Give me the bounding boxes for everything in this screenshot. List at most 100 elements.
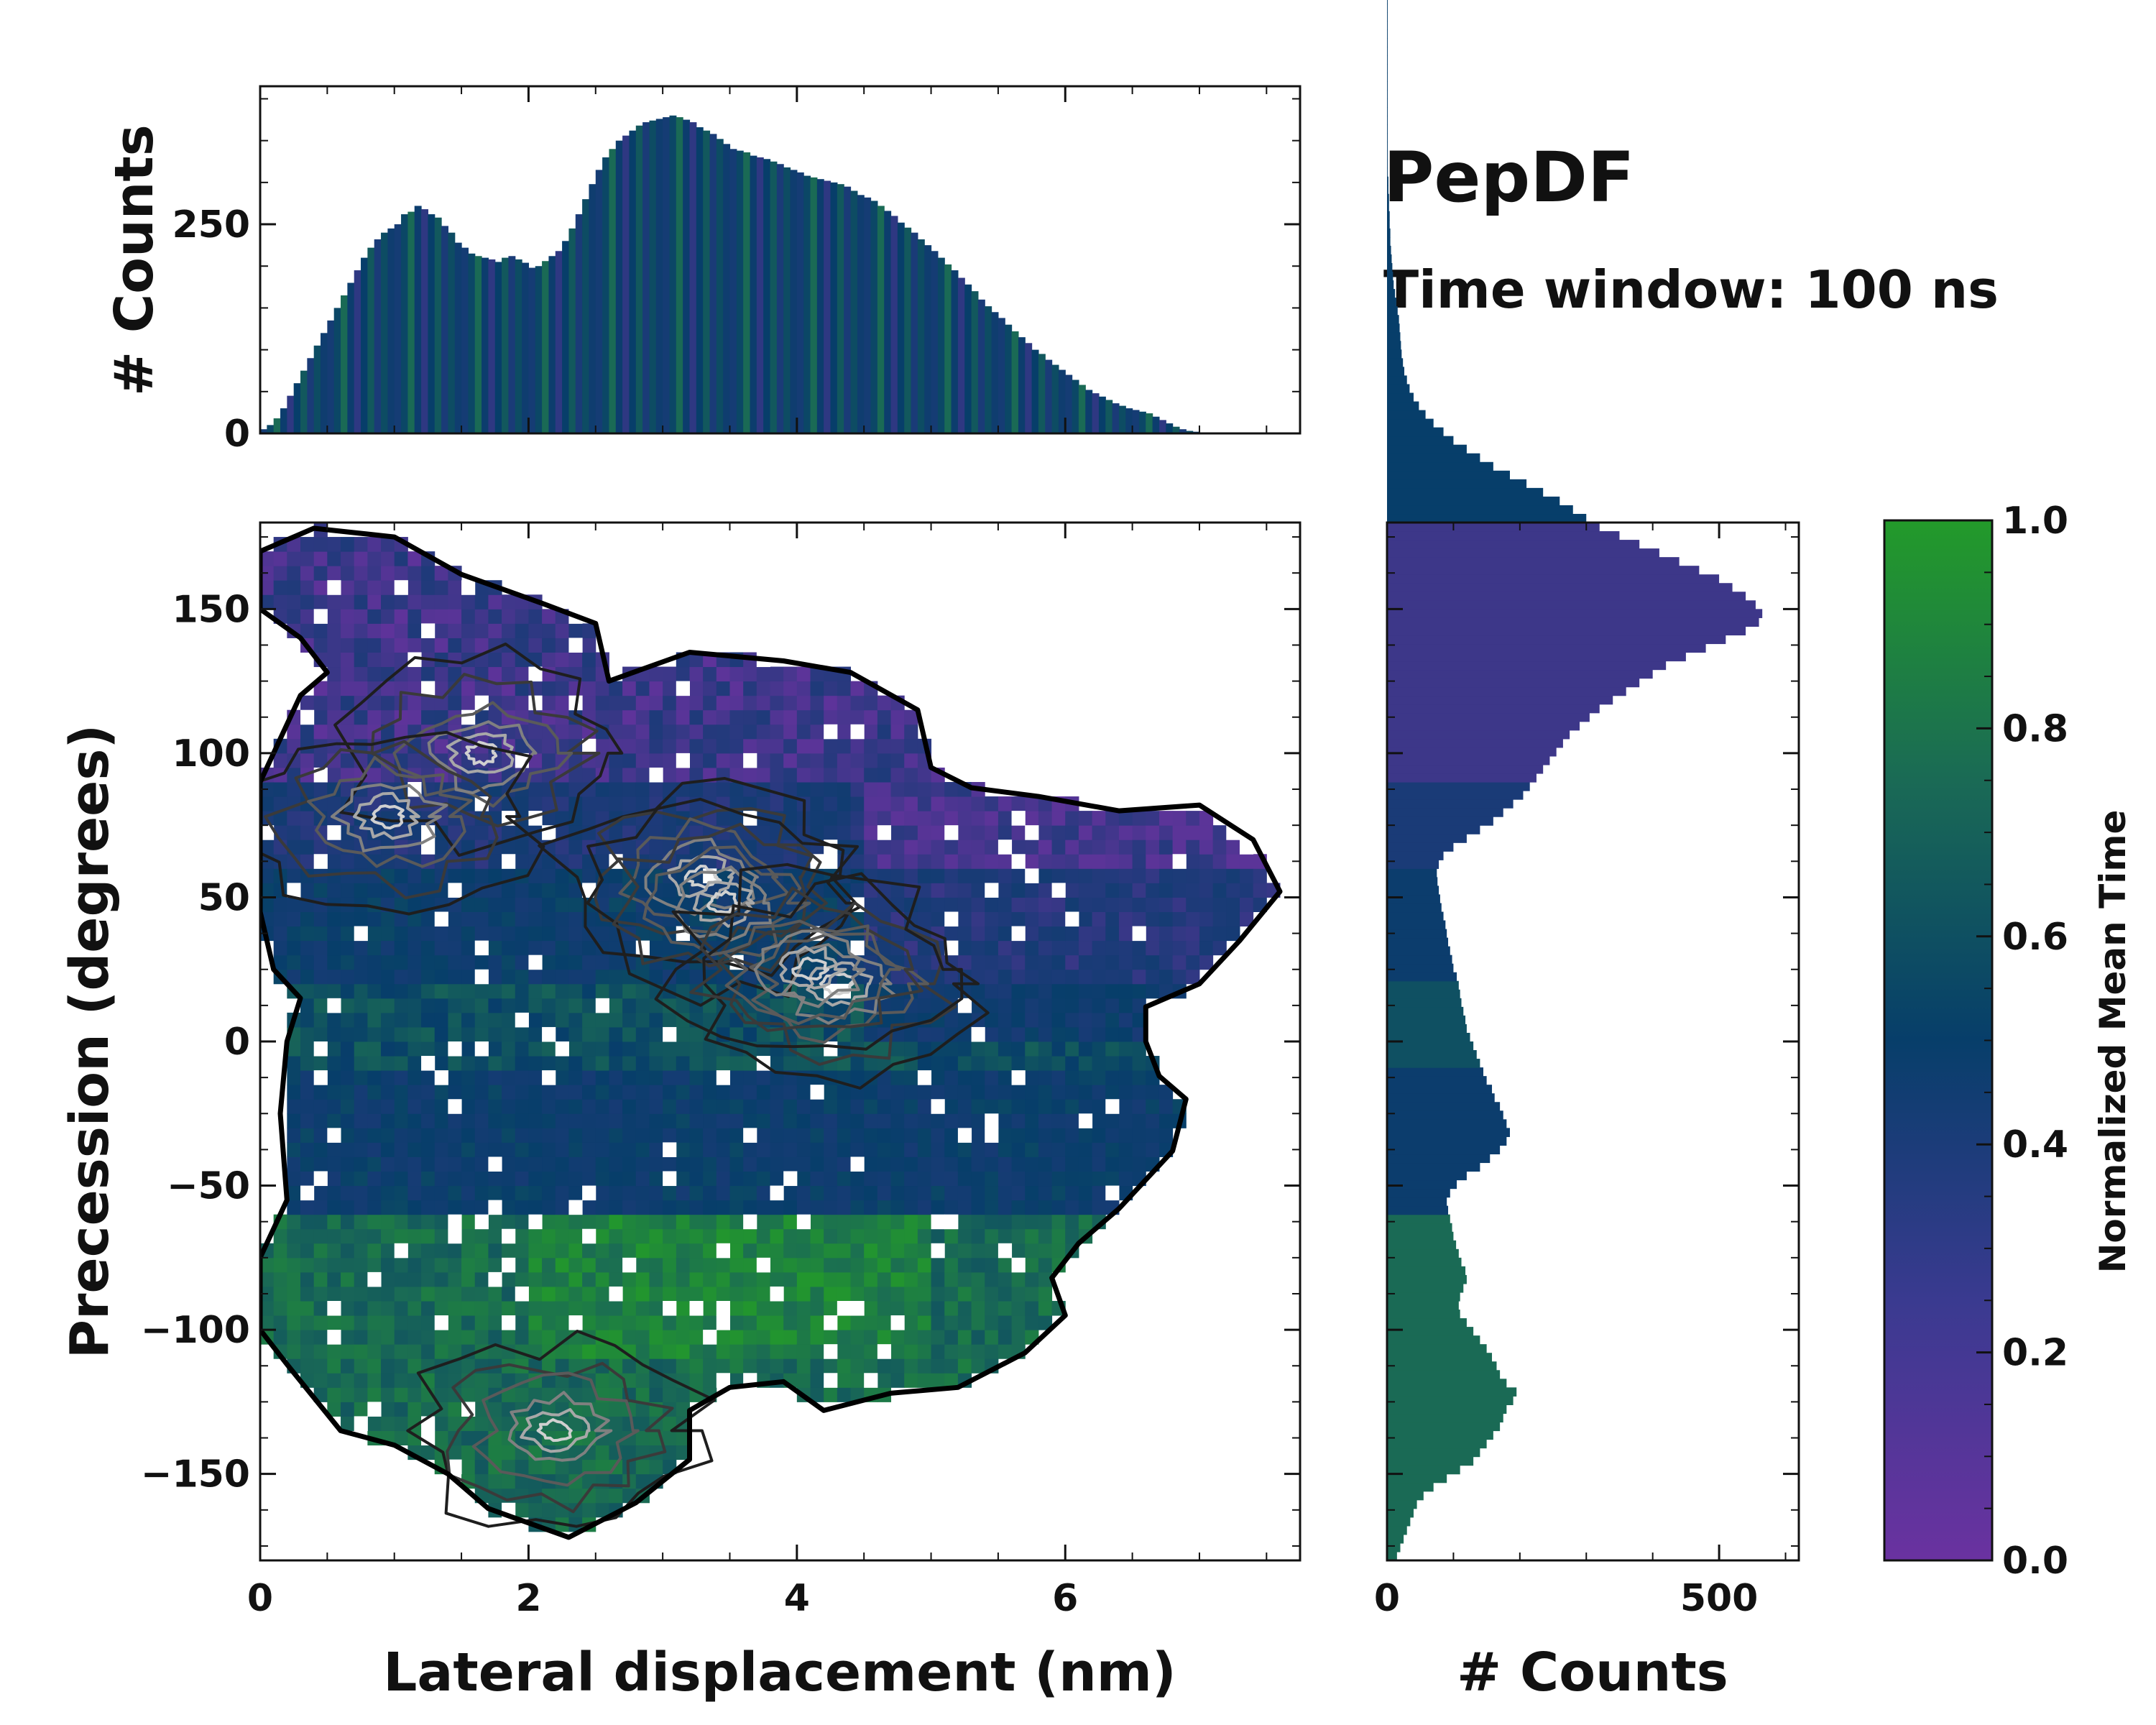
heatmap-cell bbox=[622, 1358, 637, 1374]
heatmap-cell bbox=[890, 1271, 905, 1287]
heatmap-cell bbox=[917, 1113, 932, 1128]
heatmap-cell bbox=[461, 998, 476, 1013]
heatmap-cell bbox=[1038, 1012, 1053, 1028]
heatmap-cell bbox=[622, 1113, 637, 1128]
heatmap-cell bbox=[837, 1128, 852, 1143]
empty-bin bbox=[1025, 825, 1039, 840]
heatmap-cell bbox=[394, 1387, 408, 1402]
heatmap-cell bbox=[716, 1128, 730, 1143]
empty-bin bbox=[502, 1257, 516, 1273]
heatmap-cell bbox=[649, 1128, 663, 1143]
heatmap-cell bbox=[461, 1200, 476, 1215]
heatmap-cell bbox=[998, 1026, 1013, 1042]
heatmap-cell bbox=[663, 1243, 677, 1259]
heatmap-cell bbox=[743, 666, 757, 682]
contour-line bbox=[307, 755, 473, 868]
heatmap-cell bbox=[729, 767, 744, 783]
heatmap-cell bbox=[1038, 1026, 1053, 1042]
heatmap-cell bbox=[1051, 1026, 1066, 1042]
heatmap-cell bbox=[502, 983, 516, 999]
heatmap-cell bbox=[461, 1373, 476, 1388]
heatmap-cell bbox=[327, 969, 341, 985]
empty-bin bbox=[542, 1026, 556, 1042]
empty-bin bbox=[716, 1301, 730, 1316]
heatmap-cell bbox=[756, 796, 770, 811]
heatmap-cell bbox=[542, 1156, 556, 1172]
right-hist-bar bbox=[1387, 272, 1393, 281]
heatmap-cell bbox=[327, 1156, 341, 1172]
heatmap-cell bbox=[582, 681, 596, 696]
heatmap-cell bbox=[1118, 1156, 1133, 1172]
heatmap-cell bbox=[676, 767, 690, 783]
heatmap-cell bbox=[327, 1271, 341, 1287]
heatmap-cell bbox=[864, 1085, 878, 1100]
heatmap-cell bbox=[461, 753, 476, 768]
heatmap-cell bbox=[582, 782, 596, 797]
heatmap-cell bbox=[703, 1070, 717, 1085]
heatmap-cell bbox=[474, 638, 489, 653]
heatmap-cell bbox=[313, 724, 328, 740]
top-hist-bar bbox=[1132, 410, 1140, 433]
colorbar-ticks: 0.00.20.40.60.81.0 bbox=[1976, 500, 2068, 1583]
heatmap-cell bbox=[313, 998, 328, 1013]
heatmap-cell bbox=[971, 983, 985, 999]
heatmap-cell bbox=[515, 1473, 529, 1489]
heatmap-cell bbox=[864, 753, 878, 768]
heatmap-cell bbox=[421, 1271, 436, 1287]
heatmap-cell bbox=[1146, 940, 1160, 956]
heatmap-cell bbox=[890, 811, 905, 826]
heatmap-cell bbox=[837, 1041, 852, 1057]
heatmap-cell bbox=[716, 969, 730, 985]
heatmap-cell bbox=[300, 954, 315, 970]
heatmap-cell bbox=[810, 811, 824, 826]
heatmap-cell bbox=[394, 1416, 408, 1431]
heatmap-cell bbox=[582, 1056, 596, 1071]
heatmap-cell bbox=[770, 1214, 784, 1230]
heatmap-cell bbox=[300, 1085, 315, 1100]
heatmap-cell bbox=[743, 1200, 757, 1215]
heatmap-cell bbox=[528, 623, 543, 638]
empty-bin bbox=[931, 1099, 945, 1114]
empty-bin bbox=[313, 1041, 328, 1057]
empty-bin bbox=[488, 1200, 502, 1215]
heatmap-cell bbox=[488, 897, 502, 912]
heatmap-cell bbox=[1025, 1257, 1039, 1273]
heatmap-cell bbox=[273, 1301, 287, 1316]
heatmap-cell bbox=[931, 1056, 945, 1071]
empty-bin bbox=[1065, 911, 1079, 927]
heatmap-cell bbox=[850, 681, 865, 696]
heatmap-cell bbox=[367, 1070, 382, 1085]
heatmap-cell bbox=[609, 954, 623, 970]
heatmap-cell bbox=[1146, 868, 1160, 883]
heatmap-cell bbox=[770, 1271, 784, 1287]
heatmap-cell bbox=[998, 1142, 1013, 1157]
heatmap-cell bbox=[341, 1113, 355, 1128]
heatmap-cell bbox=[877, 1330, 892, 1345]
top-hist-bar bbox=[414, 206, 422, 433]
heatmap-cell bbox=[770, 1056, 784, 1071]
heatmap-cell bbox=[313, 1099, 328, 1114]
heatmap-cell bbox=[448, 1301, 462, 1316]
heatmap-cell bbox=[985, 854, 999, 869]
heatmap-cell bbox=[1146, 1085, 1160, 1100]
heatmap-cell bbox=[944, 1099, 959, 1114]
heatmap-cell bbox=[502, 594, 516, 610]
heatmap-cell bbox=[622, 796, 637, 811]
heatmap-cell bbox=[1092, 825, 1106, 840]
heatmap-cell bbox=[703, 1214, 717, 1230]
heatmap-cell bbox=[1051, 940, 1066, 956]
heatmap-cell bbox=[488, 1070, 502, 1085]
heatmap-cell bbox=[582, 1271, 596, 1287]
heatmap-cell bbox=[864, 854, 878, 869]
heatmap-cell bbox=[407, 911, 422, 927]
heatmap-cell bbox=[327, 1286, 341, 1302]
heatmap-cell bbox=[1011, 1056, 1026, 1071]
heatmap-cell bbox=[1078, 854, 1093, 869]
heatmap-cell bbox=[944, 811, 959, 826]
heatmap-cell bbox=[327, 566, 341, 581]
top-hist-bar bbox=[615, 140, 623, 433]
top-hist-bar bbox=[924, 245, 932, 433]
heatmap-cell bbox=[407, 983, 422, 999]
heatmap-cell bbox=[1038, 1085, 1053, 1100]
empty-bin bbox=[850, 724, 865, 740]
